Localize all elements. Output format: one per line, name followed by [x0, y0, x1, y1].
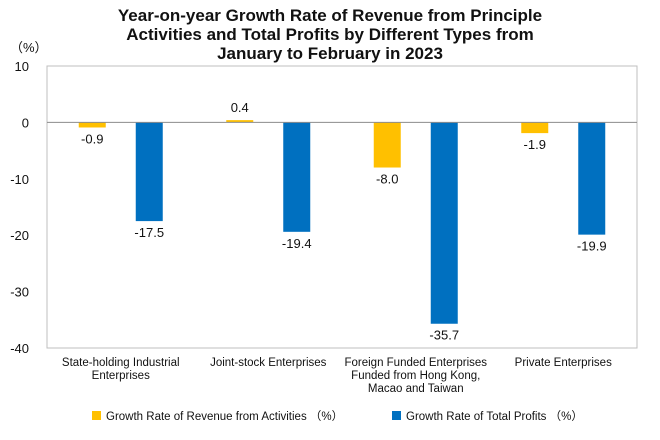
profit-bar-3	[578, 122, 606, 235]
y-axis-label: （%）	[10, 40, 48, 55]
category-label-0-1: Enterprises	[92, 370, 150, 382]
legend-swatch-0	[92, 411, 101, 420]
revenue-bar-3	[521, 122, 549, 134]
category-label-2-2: Macao and Taiwan	[368, 383, 464, 395]
category-label-3-0: Private Enterprises	[515, 357, 612, 369]
profit-data-label-1: -19.4	[282, 236, 312, 251]
chart-title-line-2: Activities and Total Profits by Differen…	[126, 25, 534, 44]
plot-area-frame	[46, 65, 638, 349]
legend-label-0: Growth Rate of Revenue from Activities （…	[106, 410, 343, 423]
revenue-data-label-3: -1.9	[524, 137, 546, 152]
y-tick-label: 0	[22, 115, 29, 130]
revenue-bar-0	[78, 122, 106, 128]
revenue-bar-1	[226, 120, 254, 123]
profit-bar-2	[430, 122, 458, 324]
chart-title-line-1: Year-on-year Growth Rate of Revenue from…	[117, 6, 543, 25]
legend-label-1: Growth Rate of Total Profits （%）	[406, 410, 583, 423]
revenue-data-label-0: -0.9	[81, 131, 103, 146]
y-tick-label: -10	[10, 172, 29, 187]
profit-data-label-0: -17.5	[134, 225, 164, 240]
category-label-1-0: Joint-stock Enterprises	[210, 357, 327, 369]
chart-title-line-3: January to February in 2023	[217, 44, 443, 63]
revenue-data-label-2: -8.0	[376, 172, 398, 187]
category-label-0-0: State-holding Industrial	[62, 357, 180, 369]
profit-data-label-2: -35.7	[429, 328, 459, 343]
profit-bar-1	[283, 122, 311, 232]
y-tick-label: 10	[15, 59, 29, 74]
y-tick-label: -30	[10, 285, 29, 300]
revenue-data-label-1: 0.4	[231, 100, 249, 115]
revenue-bar-2	[373, 122, 401, 168]
profit-data-label-3: -19.9	[577, 239, 607, 254]
y-tick-label: -20	[10, 228, 29, 243]
category-label-2-0: Foreign Funded Enterprises	[344, 357, 487, 369]
legend-swatch-1	[392, 411, 401, 420]
profit-bar-0	[135, 122, 163, 222]
category-label-2-1: Funded from Hong Kong,	[351, 370, 480, 382]
y-tick-label: -40	[10, 341, 29, 356]
